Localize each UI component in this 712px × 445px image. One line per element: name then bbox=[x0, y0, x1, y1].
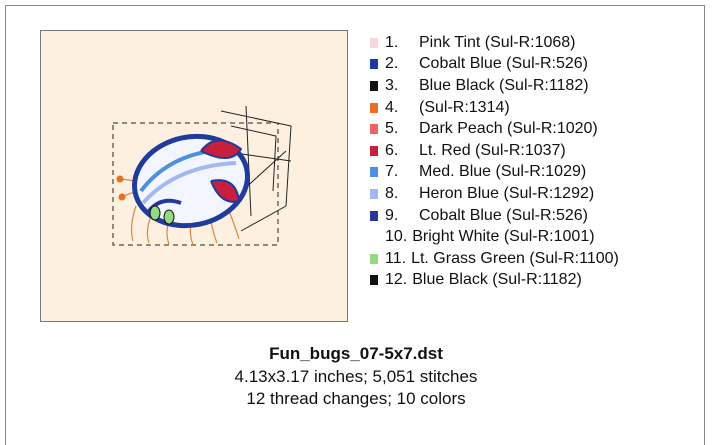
thread-number: 11. bbox=[385, 249, 407, 267]
thread-number: 1. bbox=[385, 33, 399, 51]
thread-list: 1. Pink Tint (Sul-R:1068) 2. Cobalt Blue (S… bbox=[370, 32, 619, 291]
thread-item: 9. Cobalt Blue (Sul-R:526) bbox=[370, 205, 619, 227]
thread-item: 6. Lt. Red (Sul-R:1037) bbox=[370, 140, 619, 162]
antenna bbox=[116, 175, 124, 183]
stripe bbox=[141, 161, 237, 205]
thread-name: Heron Blue (Sul-R:1292) bbox=[419, 184, 595, 202]
bounds bbox=[112, 122, 279, 246]
thread-name: Lt. Grass Green (Sul-R:1100) bbox=[411, 249, 619, 267]
swatch bbox=[370, 80, 378, 91]
thread-number: 9. bbox=[385, 206, 399, 224]
footer: Fun_bugs_07-5x7.dst 4.13x3.17 inches; 5,… bbox=[0, 343, 712, 411]
swatch bbox=[370, 37, 378, 48]
thread-item: 11. Lt. Grass Green (Sul-R:1100) bbox=[370, 248, 619, 270]
thread-name: Blue Black (Sul-R:1182) bbox=[412, 271, 582, 289]
spot bbox=[210, 179, 241, 203]
thread-name: Bright White (Sul-R:1001) bbox=[412, 228, 595, 246]
thread-number: 6. bbox=[385, 141, 399, 159]
frame bbox=[5, 5, 705, 445]
eye bbox=[149, 205, 161, 221]
swatch bbox=[370, 275, 378, 286]
swatch bbox=[370, 167, 378, 178]
thread-number: 8. bbox=[385, 184, 399, 202]
thread-number: 2. bbox=[385, 55, 399, 73]
thread-number: 5. bbox=[385, 120, 399, 138]
bug-shell bbox=[132, 133, 250, 229]
thread-name: Blue Black (Sul-R:1182) bbox=[419, 76, 589, 94]
thread-name: (Sul-R:1314) bbox=[419, 98, 510, 116]
thread-item: 3. Blue Black (Sul-R:1182) bbox=[370, 75, 619, 97]
thread-item: 5. Dark Peach (Sul-R:1020) bbox=[370, 118, 619, 140]
design-image bbox=[112, 105, 292, 246]
thread-item: 8. Heron Blue (Sul-R:1292) bbox=[370, 183, 619, 205]
thread-name: Pink Tint (Sul-R:1068) bbox=[419, 33, 576, 51]
thread-item: 4. (Sul-R:1314) bbox=[370, 97, 619, 119]
swatch bbox=[370, 59, 378, 70]
spot bbox=[200, 139, 243, 159]
filename: Fun_bugs_07-5x7.dst bbox=[269, 344, 443, 363]
thread-name: Cobalt Blue (Sul-R:526) bbox=[419, 55, 588, 73]
eye bbox=[163, 209, 175, 225]
thread-number: 7. bbox=[385, 163, 399, 181]
legs bbox=[120, 178, 240, 246]
color-info: 12 thread changes; 10 colors bbox=[246, 389, 466, 408]
thread-item: 10. Bright White (Sul-R:1001) bbox=[370, 226, 619, 248]
size-info: 4.13x3.17 inches; 5,051 stitches bbox=[234, 366, 478, 386]
swatch bbox=[370, 145, 378, 156]
thread-item: 2. Cobalt Blue (Sul-R:526) bbox=[370, 54, 619, 76]
swatch bbox=[370, 210, 378, 221]
thread-number: 10. bbox=[385, 228, 408, 246]
thread-name: Med. Blue (Sul-R:1029) bbox=[419, 163, 587, 181]
thread-number: 12. bbox=[385, 271, 408, 289]
thread-name: Cobalt Blue (Sul-R:526) bbox=[419, 206, 588, 224]
swatch bbox=[370, 253, 378, 264]
thread-number: 3. bbox=[385, 76, 399, 94]
thread-item: 1. Pink Tint (Sul-R:1068) bbox=[370, 32, 619, 54]
swatch bbox=[370, 102, 378, 113]
thread-item: 12. Blue Black (Sul-R:1182) bbox=[370, 270, 619, 292]
antenna bbox=[118, 193, 126, 201]
swatch bbox=[370, 124, 378, 135]
thread-name: Lt. Red (Sul-R:1037) bbox=[419, 141, 566, 159]
swatch bbox=[370, 188, 378, 199]
thread-name: Dark Peach (Sul-R:1020) bbox=[419, 120, 598, 138]
page: 1. Pink Tint (Sul-R:1068) 2. Cobalt Blue (S… bbox=[0, 5, 712, 445]
thread-item: 7. Med. Blue (Sul-R:1029) bbox=[370, 162, 619, 184]
thread-number: 4. bbox=[385, 98, 399, 116]
swatch bbox=[370, 232, 378, 243]
design-preview bbox=[40, 30, 348, 322]
